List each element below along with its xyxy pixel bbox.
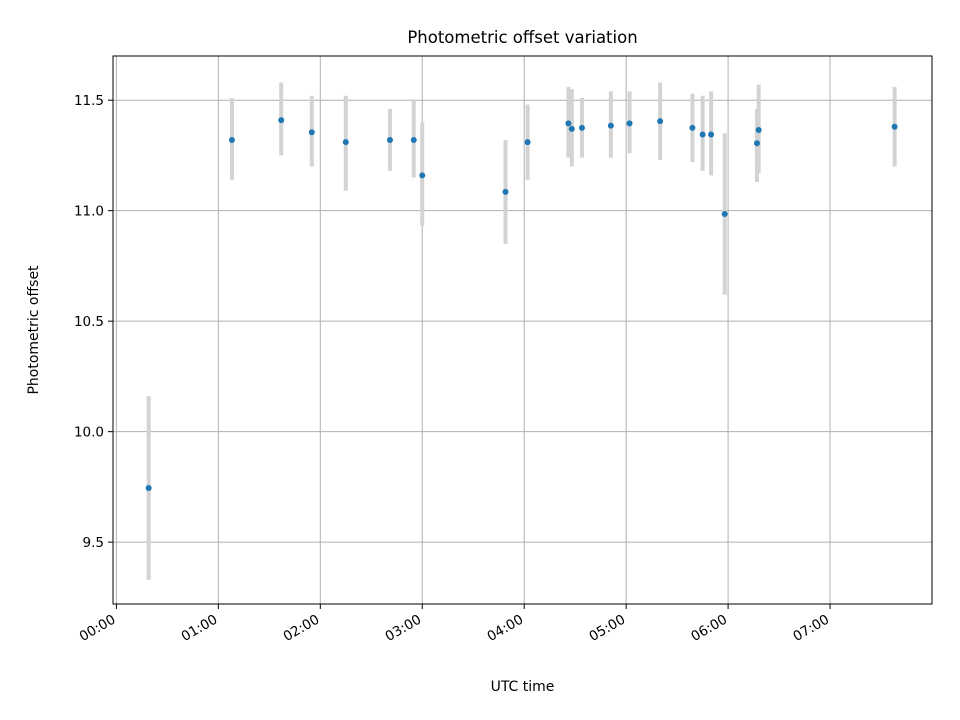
y-tick-label: 11.5: [74, 93, 104, 109]
data-point: [342, 139, 349, 146]
data-point: [607, 122, 614, 129]
data-point: [578, 124, 585, 131]
data-point: [721, 210, 728, 217]
y-tick-label: 10.0: [74, 425, 104, 441]
data-point: [308, 129, 315, 136]
data-point: [386, 136, 393, 143]
y-axis-label: Photometric offset: [26, 265, 42, 395]
y-tick-label: 10.5: [74, 314, 104, 330]
data-points: [145, 117, 898, 491]
data-point: [755, 127, 762, 134]
y-axis-ticks: 9.5 10.0 10.5 11.0 11.5: [74, 93, 113, 551]
data-point: [228, 136, 235, 143]
plot-frame: [112, 55, 933, 605]
x-axis-label: UTC time: [491, 679, 555, 695]
data-point: [657, 118, 664, 125]
data-point: [626, 120, 633, 127]
data-point: [568, 125, 575, 132]
data-point: [699, 131, 706, 138]
chart-title: Photometric offset variation: [407, 28, 637, 47]
data-point: [419, 172, 426, 179]
data-point: [524, 139, 531, 146]
data-point: [278, 117, 285, 124]
data-point: [689, 124, 696, 131]
data-point: [145, 484, 152, 491]
y-tick-label: 11.0: [74, 204, 104, 220]
data-point: [565, 120, 572, 127]
y-tick-label: 9.5: [83, 535, 104, 551]
data-point: [410, 136, 417, 143]
data-point: [891, 123, 898, 130]
data-point: [502, 188, 509, 195]
grid-lines: [113, 56, 932, 604]
data-point: [753, 140, 760, 147]
data-point: [708, 131, 715, 138]
